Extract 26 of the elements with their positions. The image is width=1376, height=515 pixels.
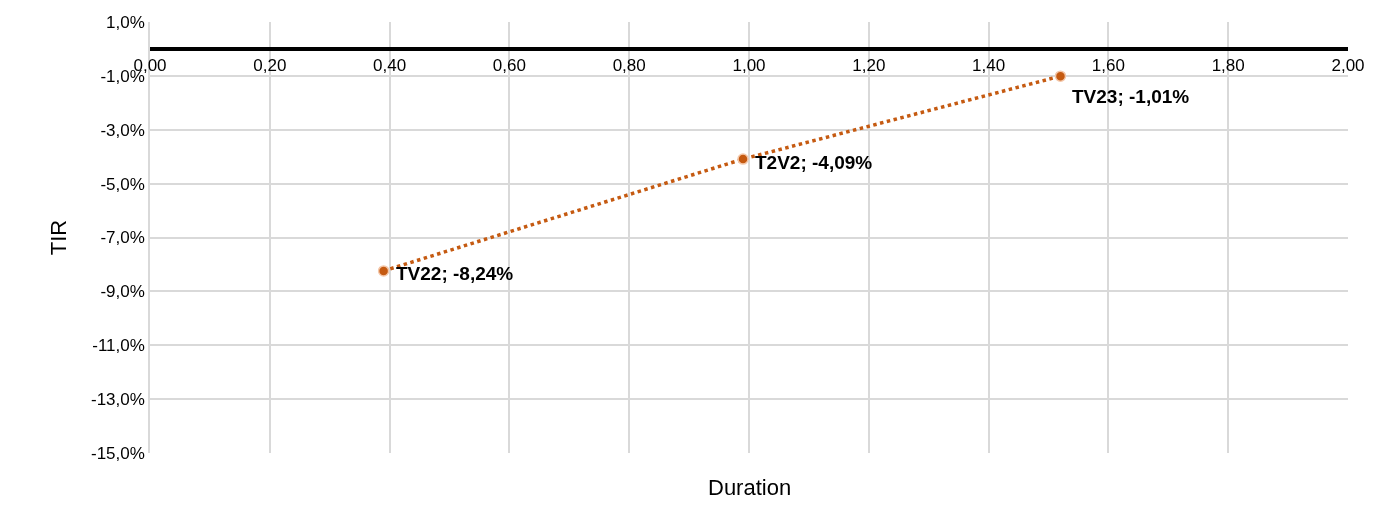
y-tick-label: -3,0% [100,120,145,140]
x-tick-label: 1,40 [972,56,1006,76]
x-tick-label: 0,40 [373,56,407,76]
x-tick-label: 1,80 [1211,56,1245,76]
point [1054,70,1067,82]
point [377,265,390,277]
x-tick-label: 2,00 [1331,56,1365,76]
y-tick-label: -7,0% [100,228,145,248]
x-tick-label: 1,60 [1091,56,1125,76]
y-tick-label: -9,0% [100,282,145,302]
x-tick-label: 1,20 [852,56,886,76]
y-tick-label: 1,0% [106,12,145,32]
y-tick-label: -11,0% [92,336,145,356]
x-tick-label: 0,60 [492,56,526,76]
y-tick-label: -13,0% [90,390,145,410]
x-tick-label: 0,20 [253,56,287,76]
annotation: TV23; -1,01% [1072,86,1190,107]
x-axis-title: Duration [708,475,792,500]
y-tick-label: -15,0% [90,443,145,463]
y-tick-label: -5,0% [100,174,145,194]
x-tick-label: 0,80 [612,56,646,76]
y-axis-title: TIR [46,219,72,256]
point [737,153,749,165]
x-tick-label: 1,00 [732,56,766,76]
annotation: T2V2; -4,09% [755,152,873,173]
annotation: TV22; -8,24% [396,263,514,284]
